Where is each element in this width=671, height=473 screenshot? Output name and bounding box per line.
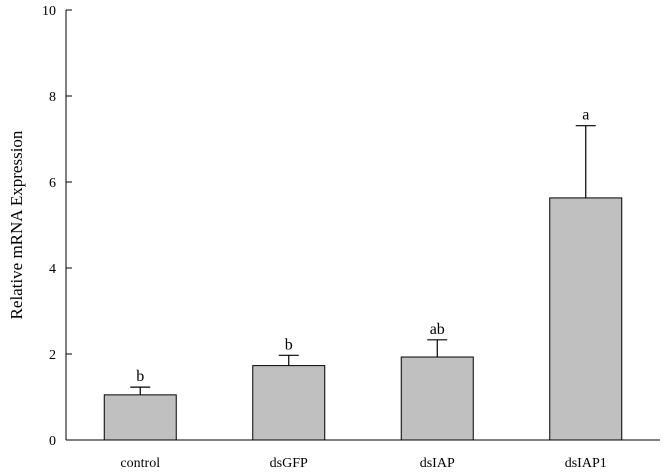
y-tick-label: 10	[42, 4, 56, 19]
x-tick-label: dsIAP1	[565, 456, 607, 471]
x-tick-label: dsGFP	[270, 456, 308, 471]
significance-letter: b	[285, 336, 293, 353]
bar-dsIAP1	[549, 197, 623, 441]
bar-dsIAP	[400, 356, 474, 441]
significance-letter: a	[582, 107, 589, 124]
bars	[103, 197, 623, 441]
bar-dsGFP	[252, 365, 326, 441]
y-tick-label: 6	[49, 176, 56, 191]
significance-letter: ab	[430, 321, 445, 338]
y-tick-label: 0	[49, 434, 56, 449]
y-tick-label: 4	[49, 262, 56, 277]
y-axis-title: Relative mRNA Expression	[7, 130, 26, 319]
significance-letters: b b ab a	[136, 107, 589, 385]
bar-control	[103, 394, 177, 441]
significance-letter: b	[136, 368, 144, 385]
y-tick-label: 2	[49, 348, 56, 363]
category-labels: control dsGFP dsIAP dsIAP1	[120, 456, 606, 471]
x-tick-label: dsIAP	[420, 456, 455, 471]
x-tick-label: control	[120, 456, 160, 471]
y-tick-label: 8	[49, 90, 56, 105]
error-bars	[130, 125, 596, 395]
